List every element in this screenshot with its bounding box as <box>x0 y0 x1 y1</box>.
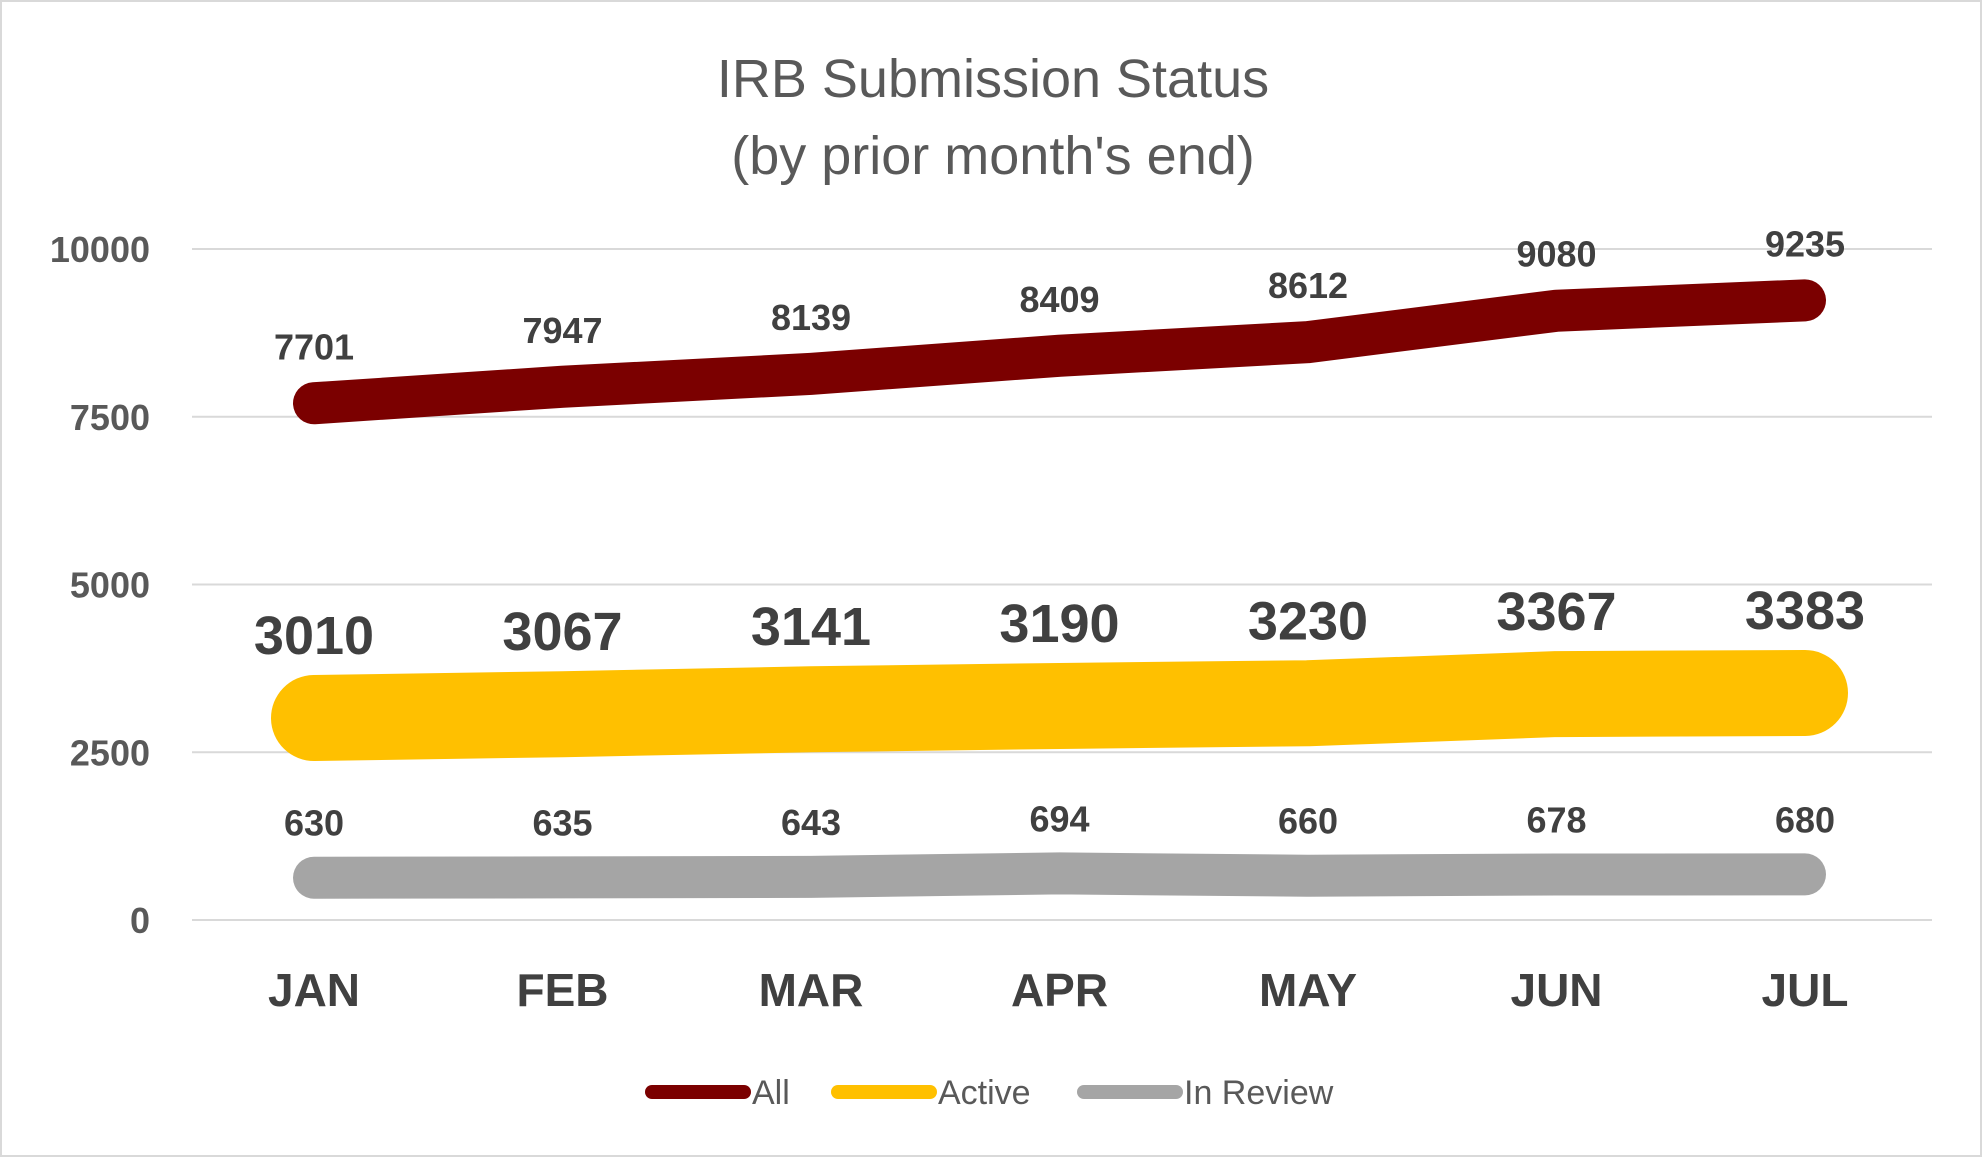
data-labels: 7701 7947 8139 8409 8612 9080 9235 3010 3067 3141… <box>254 223 1865 843</box>
x-tick-label-jun: JUN <box>1510 964 1602 1016</box>
chart-title-group: IRB Submission Status (by prior month's e… <box>717 49 1269 186</box>
legend: All Active In Review <box>645 1074 1334 1112</box>
data-label-all: 7701 <box>274 326 354 367</box>
legend-label-in-review: In Review <box>1184 1074 1334 1112</box>
data-label-in-review: 643 <box>781 802 841 843</box>
y-tick-label: 2500 <box>70 732 150 773</box>
data-label-active: 3367 <box>1496 582 1616 642</box>
data-label-all: 8409 <box>1019 279 1099 320</box>
chart-title-line-2: (by prior month's end) <box>731 126 1255 186</box>
x-tick-label-jan: JAN <box>268 964 360 1016</box>
data-label-all: 7947 <box>522 310 602 351</box>
data-label-in-review: 660 <box>1278 801 1338 842</box>
data-label-active: 3141 <box>751 597 871 657</box>
data-label-active: 3230 <box>1248 591 1368 651</box>
legend-label-all: All <box>752 1074 790 1112</box>
series-lines <box>271 279 1848 899</box>
x-tick-label-apr: APR <box>1011 964 1108 1016</box>
data-label-in-review: 680 <box>1775 799 1835 840</box>
data-label-active: 3190 <box>999 594 1119 654</box>
y-axis-ticks: 0 2500 5000 7500 10000 <box>50 229 150 941</box>
x-tick-label-mar: MAR <box>759 964 864 1016</box>
data-label-in-review: 694 <box>1029 798 1089 839</box>
legend-label-active: Active <box>938 1074 1031 1112</box>
x-axis-ticks: JAN FEB MAR APR MAY JUN JUL <box>268 964 1848 1016</box>
data-label-all: 8139 <box>771 297 851 338</box>
data-label-in-review: 635 <box>532 802 592 843</box>
data-label-in-review: 678 <box>1526 800 1586 841</box>
y-tick-label: 10000 <box>50 229 150 270</box>
y-tick-label: 7500 <box>70 397 150 438</box>
data-label-active: 3010 <box>254 606 374 666</box>
x-tick-label-feb: FEB <box>517 964 609 1016</box>
series-line-all <box>293 279 1826 425</box>
data-label-active: 3383 <box>1745 581 1865 641</box>
data-label-in-review: 630 <box>284 803 344 844</box>
data-label-all: 8612 <box>1268 265 1348 306</box>
y-tick-label: 5000 <box>70 565 150 606</box>
x-tick-label-jul: JUL <box>1762 964 1849 1016</box>
series-line-in-review <box>293 852 1826 899</box>
series-line-active <box>271 650 1848 762</box>
data-label-active: 3067 <box>502 602 622 662</box>
chart-title-line-1: IRB Submission Status <box>717 49 1269 109</box>
x-tick-label-may: MAY <box>1259 964 1357 1016</box>
data-label-all: 9235 <box>1765 223 1845 264</box>
y-tick-label: 0 <box>130 900 150 941</box>
data-label-all: 9080 <box>1516 234 1596 275</box>
